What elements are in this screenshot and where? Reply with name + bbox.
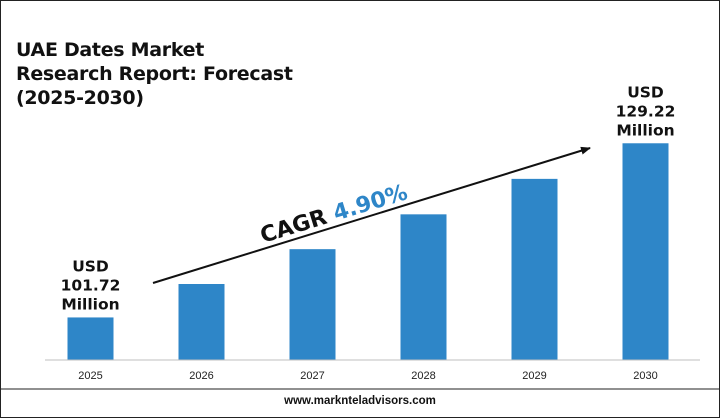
bar-2025 bbox=[67, 317, 114, 360]
data-label-line: USD bbox=[627, 83, 664, 101]
data-label-line: 129.22 bbox=[616, 102, 676, 120]
bar-2028 bbox=[400, 214, 447, 360]
bar-2030 bbox=[622, 143, 669, 360]
x-tick-label-2027: 2027 bbox=[300, 370, 324, 382]
cagr-value: 4.90% bbox=[330, 180, 410, 226]
data-label-line: Million bbox=[616, 121, 674, 139]
data-label-line: Million bbox=[61, 295, 119, 313]
x-tick-labels: 2025 2026 2027 2028 2029 2030 bbox=[78, 370, 657, 382]
x-tick-label-2026: 2026 bbox=[189, 370, 213, 382]
cagr-annotation: CAGR4.90% bbox=[257, 180, 410, 248]
chart-title: UAE Dates Market Research Report: Foreca… bbox=[16, 39, 293, 109]
bar-2029 bbox=[511, 178, 558, 360]
x-tick-label-2025: 2025 bbox=[78, 370, 102, 382]
x-tick-label-2029: 2029 bbox=[522, 370, 546, 382]
x-tick-label-2028: 2028 bbox=[411, 370, 435, 382]
data-label-2025: USD 101.72 Million bbox=[61, 257, 121, 313]
cagr-arrow bbox=[152, 146, 591, 284]
data-label-2030: USD 129.22 Million bbox=[616, 83, 676, 139]
x-tick-label-2030: 2030 bbox=[633, 370, 657, 382]
footer-website[interactable]: www.marknteladvisors.com bbox=[284, 395, 436, 407]
bars-group bbox=[67, 143, 669, 360]
data-label-line: 101.72 bbox=[61, 276, 121, 294]
bar-2027 bbox=[289, 249, 336, 360]
cagr-label: CAGR bbox=[257, 205, 330, 249]
data-label-line: USD bbox=[72, 257, 109, 275]
bar-2026 bbox=[178, 284, 225, 360]
